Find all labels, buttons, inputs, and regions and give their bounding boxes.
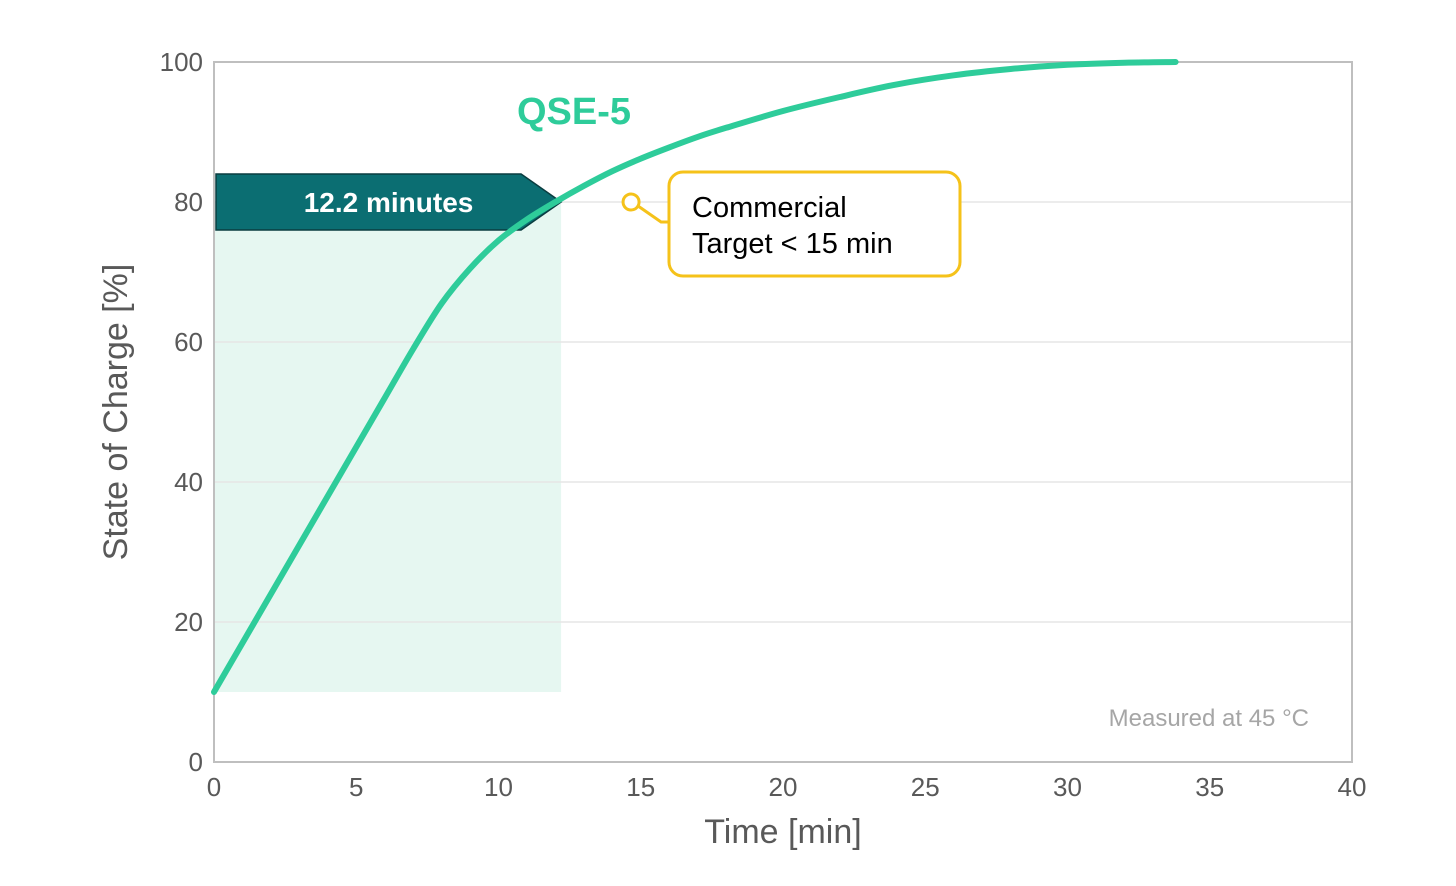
callout-box	[667, 170, 962, 278]
callout-marker	[621, 192, 641, 212]
plot-frame	[213, 61, 1353, 763]
x-axis-label: Time [min]	[704, 813, 861, 851]
y-tick-labels: 0 20 40 60 80 100	[160, 47, 203, 777]
x-tick-label: 15	[626, 772, 655, 802]
x-tick-label: 40	[1338, 772, 1367, 802]
x-tick-label: 5	[349, 772, 363, 802]
x-tick-label: 30	[1053, 772, 1082, 802]
x-tick-label: 10	[484, 772, 513, 802]
series-label: QSE-5	[517, 91, 631, 133]
callout-leader	[637, 204, 669, 224]
y-tick-label: 100	[160, 47, 203, 77]
y-tick-label: 20	[174, 607, 203, 637]
highlight-region	[214, 202, 562, 692]
measurement-note: Measured at 45 °C	[1109, 705, 1309, 732]
x-tick-label: 0	[207, 772, 221, 802]
x-tick-label: 25	[911, 772, 940, 802]
x-tick-labels: 0 5 10 15 20 25 30 35 40	[207, 772, 1367, 802]
y-tick-label: 60	[174, 327, 203, 357]
callout-text-line-1: Commercial	[692, 192, 847, 224]
duration-arrow-label: 12.2 minutes	[304, 187, 474, 218]
y-tick-label: 40	[174, 467, 203, 497]
x-tick-label: 20	[769, 772, 798, 802]
x-tick-label: 35	[1195, 772, 1224, 802]
callout-text-line-2: Target < 15 min	[692, 228, 893, 260]
y-tick-label: 80	[174, 187, 203, 217]
y-tick-label: 0	[189, 747, 203, 777]
duration-arrow	[215, 173, 563, 231]
series-line-qse-5	[211, 59, 1179, 695]
y-axis-label: State of Charge [%]	[97, 264, 135, 561]
